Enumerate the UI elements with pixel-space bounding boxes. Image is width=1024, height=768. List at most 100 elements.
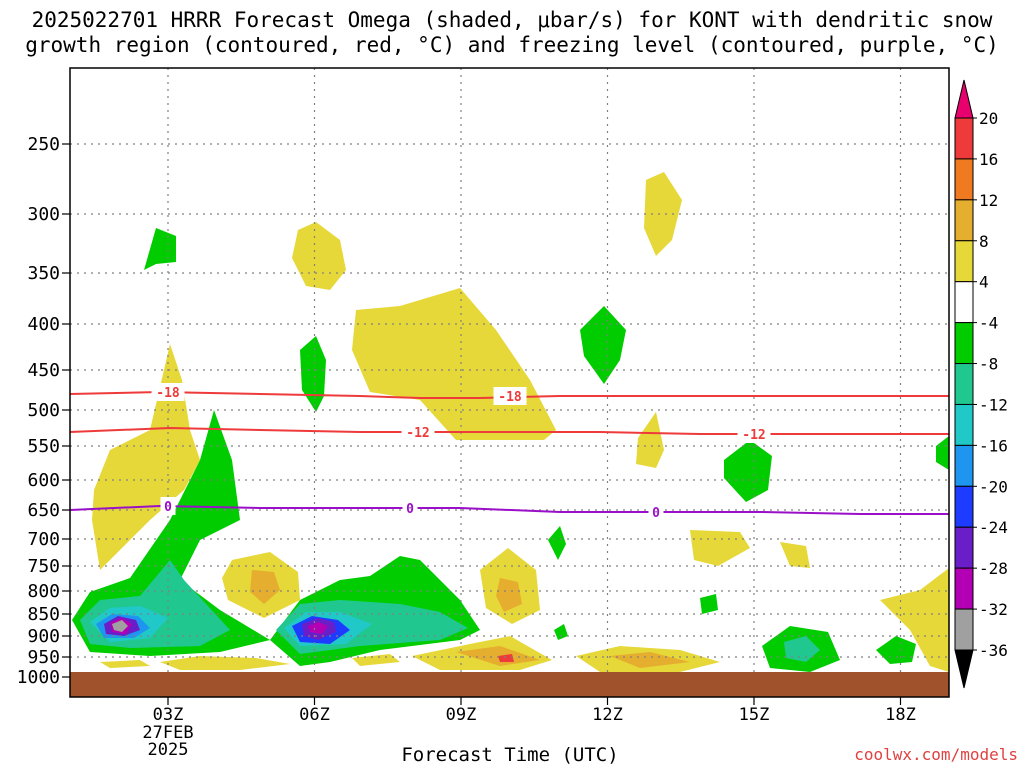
omega-core [250, 570, 280, 604]
y-tick-label: 250 [27, 134, 60, 155]
omega-shading [72, 172, 949, 672]
colorbar-label: 4 [979, 273, 989, 292]
omega-region-positive [690, 530, 750, 566]
x-tick-label: 09Z [446, 705, 477, 725]
y-tick-label: 450 [27, 360, 60, 381]
x-tick-label: 03Z [153, 705, 184, 725]
omega-region-positive [644, 172, 682, 256]
omega-region-strong [784, 636, 820, 662]
x-tick-label: 18Z [885, 705, 916, 725]
omega-region-positive [636, 412, 664, 468]
y-tick-label: 500 [27, 400, 60, 421]
chart-title-line1: 2025022701 HRRR Forecast Omega (shaded, … [31, 8, 993, 32]
contour-label-bg [160, 497, 176, 515]
colorbar-label: -32 [979, 600, 1008, 619]
y-tick-label: 950 [27, 647, 60, 668]
y-tick-label: 600 [27, 470, 60, 491]
omega-region-positive [144, 228, 176, 270]
colorbar-label: 8 [979, 232, 989, 251]
chart-title-line2: growth region (contoured, red, °C) and f… [25, 33, 999, 57]
colorbar-bottom-arrow [954, 649, 974, 689]
x-axis-title-text: Forecast Time (UTC) [401, 744, 619, 766]
omega-region-negative [580, 306, 626, 384]
ground-strip [70, 672, 949, 697]
omega-region-negative [300, 336, 326, 412]
contour-labels: -18 -18 -12 -12 0 0 0 [151, 383, 771, 521]
y-axis: 2503003504004505005506006507007508008509… [17, 134, 70, 688]
omega-region-positive [160, 656, 290, 670]
x-date-label: 27FEB [142, 723, 193, 743]
x-axis-title: Forecast Time (UTC) [0, 744, 1024, 766]
colorbar-bin [954, 567, 974, 610]
contour-label: -12 [406, 426, 429, 441]
y-tick-label: 400 [27, 314, 60, 335]
colorbar-label: -20 [979, 477, 1008, 496]
omega-core [496, 578, 522, 612]
omega-core [610, 652, 690, 668]
colorbar-bin [954, 403, 974, 446]
omega-region-positive [292, 222, 346, 290]
colorbar-label: -28 [979, 559, 1008, 578]
contour-label-bg [737, 425, 771, 443]
x-tick-label: 15Z [739, 705, 770, 725]
colorbar-bin [954, 608, 974, 651]
colorbar-label: 12 [979, 191, 998, 210]
colorbar: 20 16 12 8 4 -4 -8 -12 -16 -20 -24 -28 -32 -36 [954, 79, 1008, 689]
x-date-label: 2025 [148, 740, 189, 760]
omega-region-positive [880, 568, 949, 672]
colorbar-bin [954, 444, 974, 487]
x-tick-label: 12Z [592, 705, 623, 725]
y-tick-label: 900 [27, 626, 60, 647]
omega-region-negative [554, 624, 568, 640]
colorbar-bin [954, 117, 974, 160]
contour-label: -12 [742, 428, 765, 443]
colorbar-label: -4 [979, 314, 998, 333]
colorbar-bin [954, 199, 974, 242]
omega-region-strong [308, 622, 328, 634]
contour-label: -18 [498, 390, 522, 405]
contour-label: 0 [406, 502, 414, 517]
credit-text: coolwx.com/models [854, 745, 1018, 764]
colorbar-bin [954, 240, 974, 283]
contour-label: 0 [164, 500, 172, 515]
y-tick-label: 550 [27, 436, 60, 457]
colorbar-label: 20 [979, 109, 998, 128]
omega-region-positive [780, 542, 810, 568]
colorbar-label: -36 [979, 641, 1008, 660]
omega-region-negative [936, 436, 949, 470]
contour-label-bg [402, 499, 418, 517]
colorbar-bin [954, 363, 974, 405]
colorbar-bin [954, 485, 974, 528]
colorbar-label: -24 [979, 518, 1008, 537]
y-tick-label: 850 [27, 604, 60, 625]
contour-label-bg [401, 423, 435, 441]
omega-region-negative [548, 526, 566, 560]
colorbar-label: -16 [979, 436, 1008, 455]
contour-label: 0 [652, 506, 660, 521]
omega-region-negative [876, 636, 916, 664]
contour-label-bg [648, 503, 664, 521]
contour-label: -18 [156, 386, 180, 401]
x-tick-label: 06Z [299, 705, 330, 725]
y-tick-label: 650 [27, 500, 60, 521]
omega-region-negative [700, 594, 718, 614]
colorbar-bin [954, 322, 974, 365]
y-tick-label: 300 [27, 204, 60, 225]
y-tick-label: 750 [27, 556, 60, 577]
plot-frame [69, 67, 950, 698]
colorbar-label: -8 [979, 355, 998, 374]
y-tick-label: 700 [27, 529, 60, 550]
omega-region-positive [352, 288, 556, 440]
colorbar-bin [954, 281, 974, 324]
colorbar-bin [954, 158, 974, 201]
contour-label-bg [493, 387, 527, 405]
colorbar-label: -12 [979, 395, 1008, 414]
contour-label-bg [151, 383, 185, 401]
omega-region-positive [100, 660, 150, 668]
omega-region-negative [724, 440, 772, 502]
omega-core [498, 654, 514, 662]
y-tick-label: 350 [27, 263, 60, 284]
omega-region-positive [352, 654, 400, 666]
